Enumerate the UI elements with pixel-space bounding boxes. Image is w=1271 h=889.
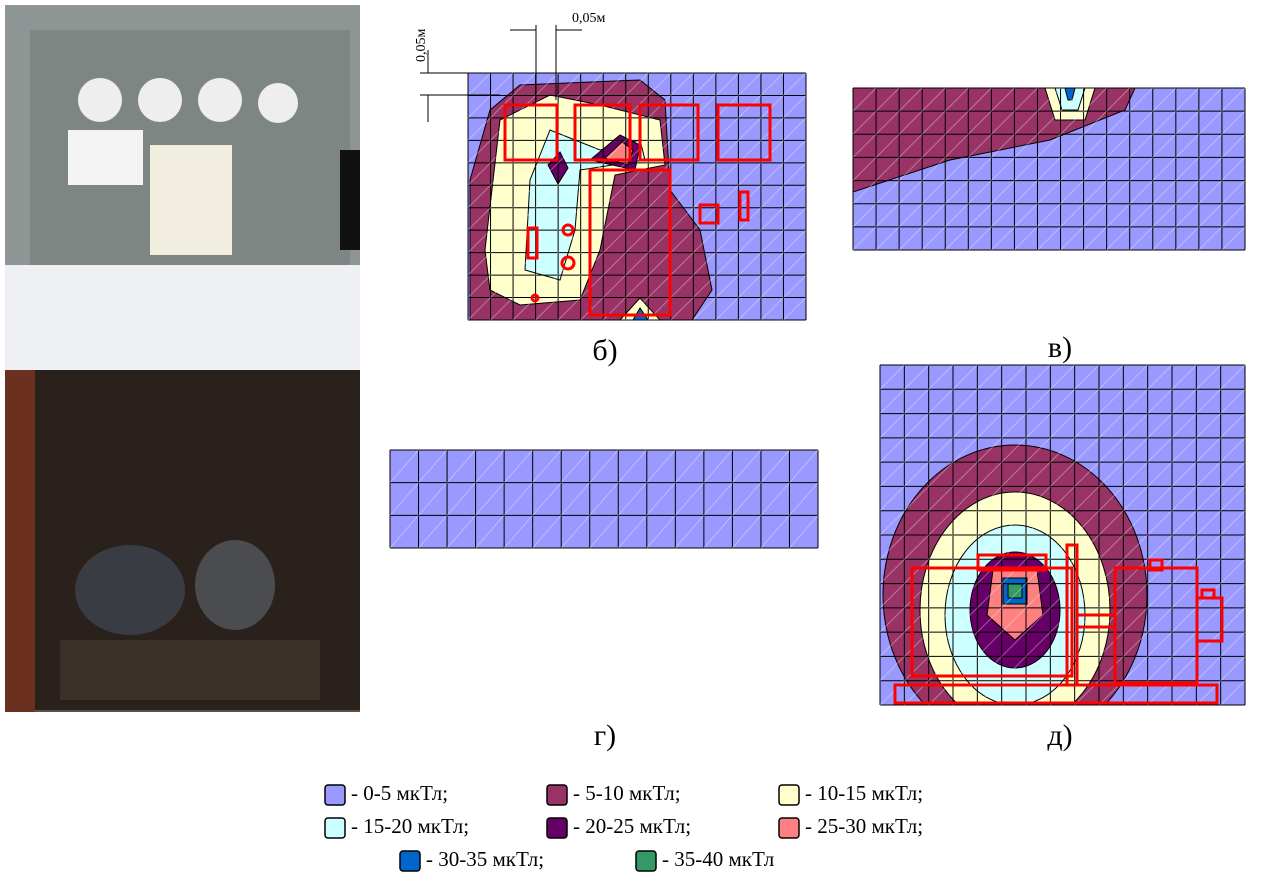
- legend-label: - 25-30 мкТл;: [805, 814, 923, 838]
- panel-label: в): [1048, 331, 1072, 364]
- legend-swatch: [547, 818, 567, 838]
- legend-label: - 20-25 мкТл;: [573, 814, 691, 838]
- legend-label: - 30-35 мкТл;: [426, 847, 544, 871]
- legend-label: - 5-10 мкТл;: [573, 781, 681, 805]
- photo: [5, 5, 360, 712]
- dimension-label: 0,05м: [414, 29, 429, 63]
- legend-swatch: [779, 818, 799, 838]
- legend-label: - 0-5 мкТл;: [351, 781, 448, 805]
- legend-swatch: [779, 785, 799, 805]
- figure: 0,05м 0,05м б) в) г) д) - 0: [0, 0, 1271, 889]
- legend-label: - 35-40 мкТл: [662, 847, 774, 871]
- panel-label: д): [1047, 719, 1072, 752]
- contour-map-e: [880, 365, 1245, 745]
- legend-swatch: [325, 785, 345, 805]
- legend-label: - 10-15 мкТл;: [805, 781, 923, 805]
- legend-swatch: [325, 818, 345, 838]
- legend-label: - 15-20 мкТл;: [351, 814, 469, 838]
- panel-label: г): [594, 719, 616, 752]
- panel-label: б): [592, 334, 617, 367]
- legend: - 0-5 мкТл; - 5-10 мкТл; - 10-15 мкТл; - 15…: [325, 781, 923, 871]
- legend-swatch: [636, 851, 656, 871]
- legend-swatch: [547, 785, 567, 805]
- legend-swatch: [400, 851, 420, 871]
- dimension-label: 0,05м: [572, 11, 606, 26]
